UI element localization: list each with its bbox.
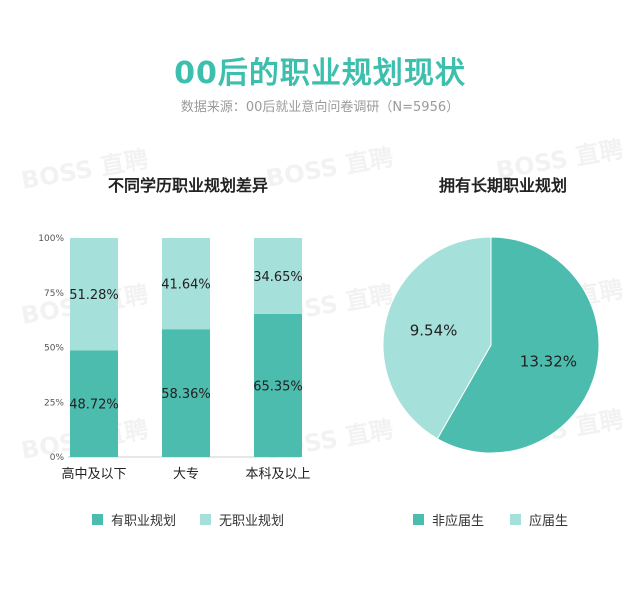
- bar-segment: [162, 238, 210, 330]
- pie-data-label: 9.54%: [410, 322, 458, 340]
- y-tick-label: 75%: [44, 289, 64, 299]
- page-title: 00后的职业规划现状: [174, 56, 466, 91]
- legend-item-non-graduate: 非应届生: [413, 510, 484, 529]
- x-tick-label: 高中及以下: [61, 466, 126, 482]
- pie-slice: [436, 236, 600, 454]
- bar-segment: [254, 313, 302, 457]
- bar-data-label: 41.64%: [161, 278, 211, 293]
- pie-chart-title: 拥有长期职业规划: [438, 176, 567, 195]
- legend-label: 应届生: [529, 514, 569, 529]
- legend-swatch: [92, 514, 103, 525]
- x-tick-label: 大专: [173, 467, 199, 482]
- page-subtitle: 数据来源：00后就业意向问卷调研（N=5956）: [180, 100, 460, 115]
- y-tick-label: 100%: [38, 234, 64, 244]
- legend-swatch: [413, 514, 424, 525]
- pie-slice: [382, 236, 492, 440]
- bar-segment: [254, 238, 302, 314]
- bar-data-label: 58.36%: [161, 387, 211, 402]
- bar-segment: [70, 350, 118, 457]
- bar-data-label: 51.28%: [69, 288, 119, 303]
- legend-item-has-plan: 有职业规划: [92, 510, 176, 529]
- bar-data-label: 48.72%: [69, 398, 119, 413]
- bar-segment: [162, 329, 210, 457]
- bar-chart-title: 不同学历职业规划差异: [107, 176, 268, 195]
- y-tick-label: 50%: [44, 344, 64, 354]
- legend-swatch: [510, 514, 521, 525]
- legend-item-no-plan: 无职业规划: [200, 510, 284, 529]
- legend-label: 有职业规划: [111, 514, 177, 529]
- legend-label: 无职业规划: [219, 514, 285, 529]
- x-tick-label: 本科及以上: [245, 467, 310, 482]
- y-tick-label: 25%: [44, 398, 64, 408]
- bar-segment: [70, 238, 118, 351]
- legend-swatch: [200, 514, 211, 525]
- pie-data-label: 13.32%: [520, 352, 577, 370]
- y-tick-label: 0%: [50, 453, 65, 463]
- legend-item-graduate: 应届生: [510, 510, 568, 529]
- legend-label: 非应届生: [432, 514, 485, 529]
- bar-data-label: 65.35%: [253, 379, 303, 394]
- bar-data-label: 34.65%: [253, 270, 303, 285]
